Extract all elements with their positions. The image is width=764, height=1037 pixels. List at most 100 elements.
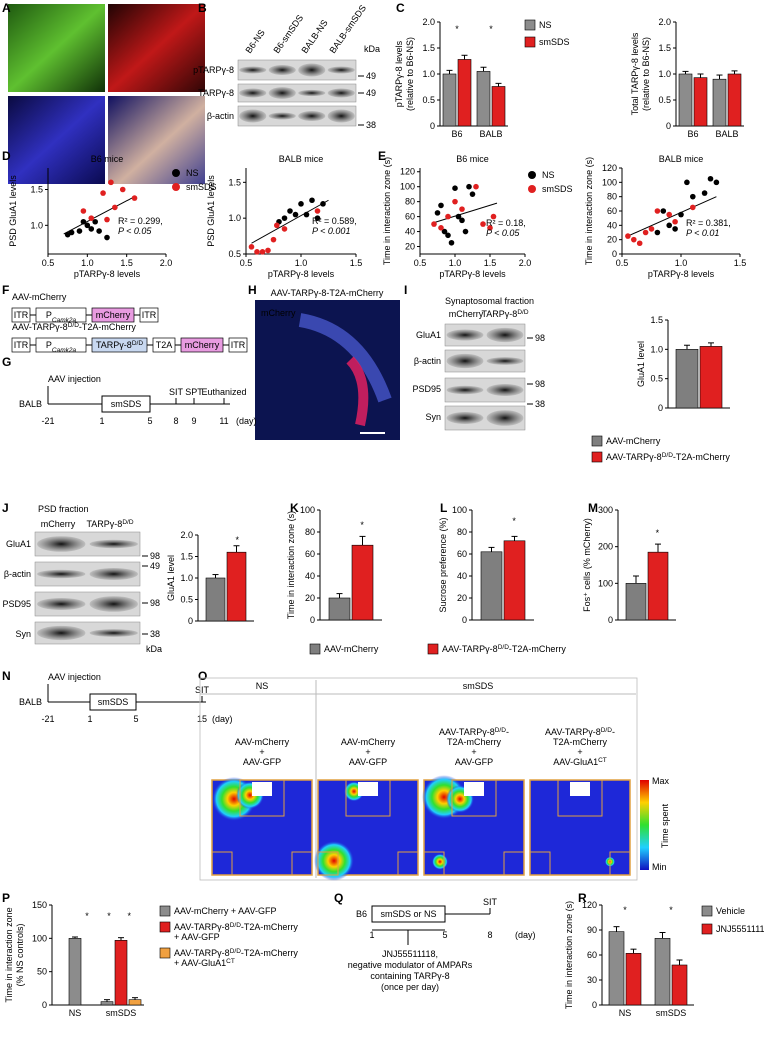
- timeline-day: 1: [99, 416, 104, 426]
- y-tick-label: 50: [37, 967, 47, 977]
- bar: [654, 938, 671, 1006]
- y-tick-label: 100: [400, 182, 415, 192]
- construct-element: [180, 337, 224, 353]
- point: [455, 213, 462, 220]
- element-label: ITR: [142, 310, 157, 320]
- bar: [457, 59, 472, 127]
- legend-label-part: + AAV-GFP: [174, 932, 220, 942]
- point: [320, 201, 326, 207]
- lane-label: B6-NS: [243, 28, 266, 55]
- blot-band: [446, 412, 484, 424]
- blot-title: Synaptosomal fraction: [445, 296, 534, 306]
- expression: [346, 356, 369, 427]
- legend-label-part: NS: [539, 20, 552, 30]
- condition-label-part: AAV-TARPγ-8: [545, 727, 601, 737]
- bar: [647, 551, 669, 621]
- condition-label: +: [365, 747, 370, 757]
- legend-label-part: -T2A-mCherry: [509, 644, 567, 654]
- timeline-phase: [101, 395, 151, 413]
- point: [298, 201, 304, 207]
- timeline-test: SPT: [185, 387, 203, 397]
- blot-band: [89, 568, 138, 580]
- x-tick-label: 1.0: [449, 258, 462, 268]
- point: [287, 208, 293, 214]
- row-label: PSD95: [412, 384, 441, 394]
- element-label-part: ITR: [14, 310, 29, 320]
- blot-band: [89, 629, 138, 637]
- legend-label: AAV-TARPγ-8D/D-T2A-mCherry: [442, 644, 566, 655]
- y-axis-label: Time in interaction zone (s): [584, 157, 594, 265]
- point: [441, 228, 448, 235]
- target-cage: [464, 782, 484, 796]
- condition-label: AAV-TARPγ-8D/D-: [439, 727, 509, 738]
- timeline-phase: [371, 905, 446, 923]
- point: [666, 211, 672, 218]
- stat-annotation: P < 0.01: [686, 228, 719, 238]
- timeline-day: 5: [442, 930, 447, 940]
- x-tick-label: 0.5: [414, 258, 427, 268]
- interaction-zone: [345, 779, 391, 817]
- condition-label: AAV-mCherry: [341, 737, 396, 747]
- construct-element: [91, 337, 148, 353]
- y-tick-label: 20: [405, 242, 415, 252]
- corner-zone: [529, 851, 551, 876]
- significance: *: [512, 516, 516, 526]
- y-axis-label: (relative to B6-NS): [405, 37, 415, 111]
- point: [648, 226, 655, 232]
- point: [270, 236, 277, 243]
- blot-title: PSD fraction: [38, 504, 89, 514]
- panel-letter: I: [404, 283, 407, 297]
- y-tick-label: 120: [582, 900, 597, 910]
- chart-title: B6 mice: [456, 154, 489, 164]
- point: [104, 216, 110, 223]
- legend-label-part: smSDS: [186, 182, 217, 192]
- y-tick-label: 100: [602, 177, 617, 187]
- point: [434, 210, 441, 216]
- construct-name: AAV-mCherry: [12, 292, 67, 302]
- blot-band: [446, 353, 484, 369]
- construct-name-part: -T2A-mCherry: [79, 322, 137, 332]
- image-merge: [108, 96, 205, 184]
- element-label-part: T2A: [156, 340, 173, 350]
- point: [84, 222, 91, 229]
- legend-label-part: smSDS: [542, 184, 573, 194]
- element-label-part: mCherry: [185, 340, 220, 350]
- y-axis-label: (% NS controls): [15, 923, 25, 986]
- timeline-event: AAV injection: [48, 374, 101, 384]
- blot-band: [298, 111, 326, 121]
- timeline-test: SIT: [169, 387, 184, 397]
- legend-label-part: AAV-TARPγ-8: [442, 644, 498, 654]
- heat-spot: [314, 840, 354, 881]
- x-tick-label: smSDS: [106, 1008, 137, 1018]
- legend-swatch: [172, 169, 180, 177]
- marker-label: 38: [150, 629, 160, 639]
- point: [248, 244, 255, 250]
- element-label-part: P: [46, 310, 52, 320]
- blot-band: [486, 410, 524, 426]
- point: [131, 195, 138, 201]
- point: [68, 229, 75, 236]
- row-label: GluA1: [6, 539, 31, 549]
- legend-swatch: [524, 36, 536, 48]
- bar: [68, 938, 82, 1006]
- timeline-day: 15: [197, 714, 207, 724]
- blot-band: [268, 65, 296, 75]
- point: [292, 211, 299, 218]
- x-tick-label: 2.0: [160, 258, 173, 268]
- blot-band: [239, 109, 267, 123]
- y-tick-label: 2.0: [180, 530, 193, 540]
- timeline-day: 1: [87, 714, 92, 724]
- y-tick-label: 1.5: [658, 43, 671, 53]
- timeline-event: AAV injection: [48, 672, 101, 682]
- row-label: Syn: [425, 412, 441, 422]
- corner-zone: [397, 851, 419, 876]
- point: [254, 249, 260, 255]
- y-tick-label: 20: [305, 593, 315, 603]
- x-tick-label: 1.0: [675, 258, 688, 268]
- condition-label: +: [577, 747, 582, 757]
- construct-name-part: AAV-TARPγ-8: [12, 322, 68, 332]
- legend-label-part: JNJ55511118: [716, 924, 764, 934]
- y-tick-label: 0.5: [658, 95, 671, 105]
- point: [678, 211, 684, 218]
- bar: [727, 73, 742, 127]
